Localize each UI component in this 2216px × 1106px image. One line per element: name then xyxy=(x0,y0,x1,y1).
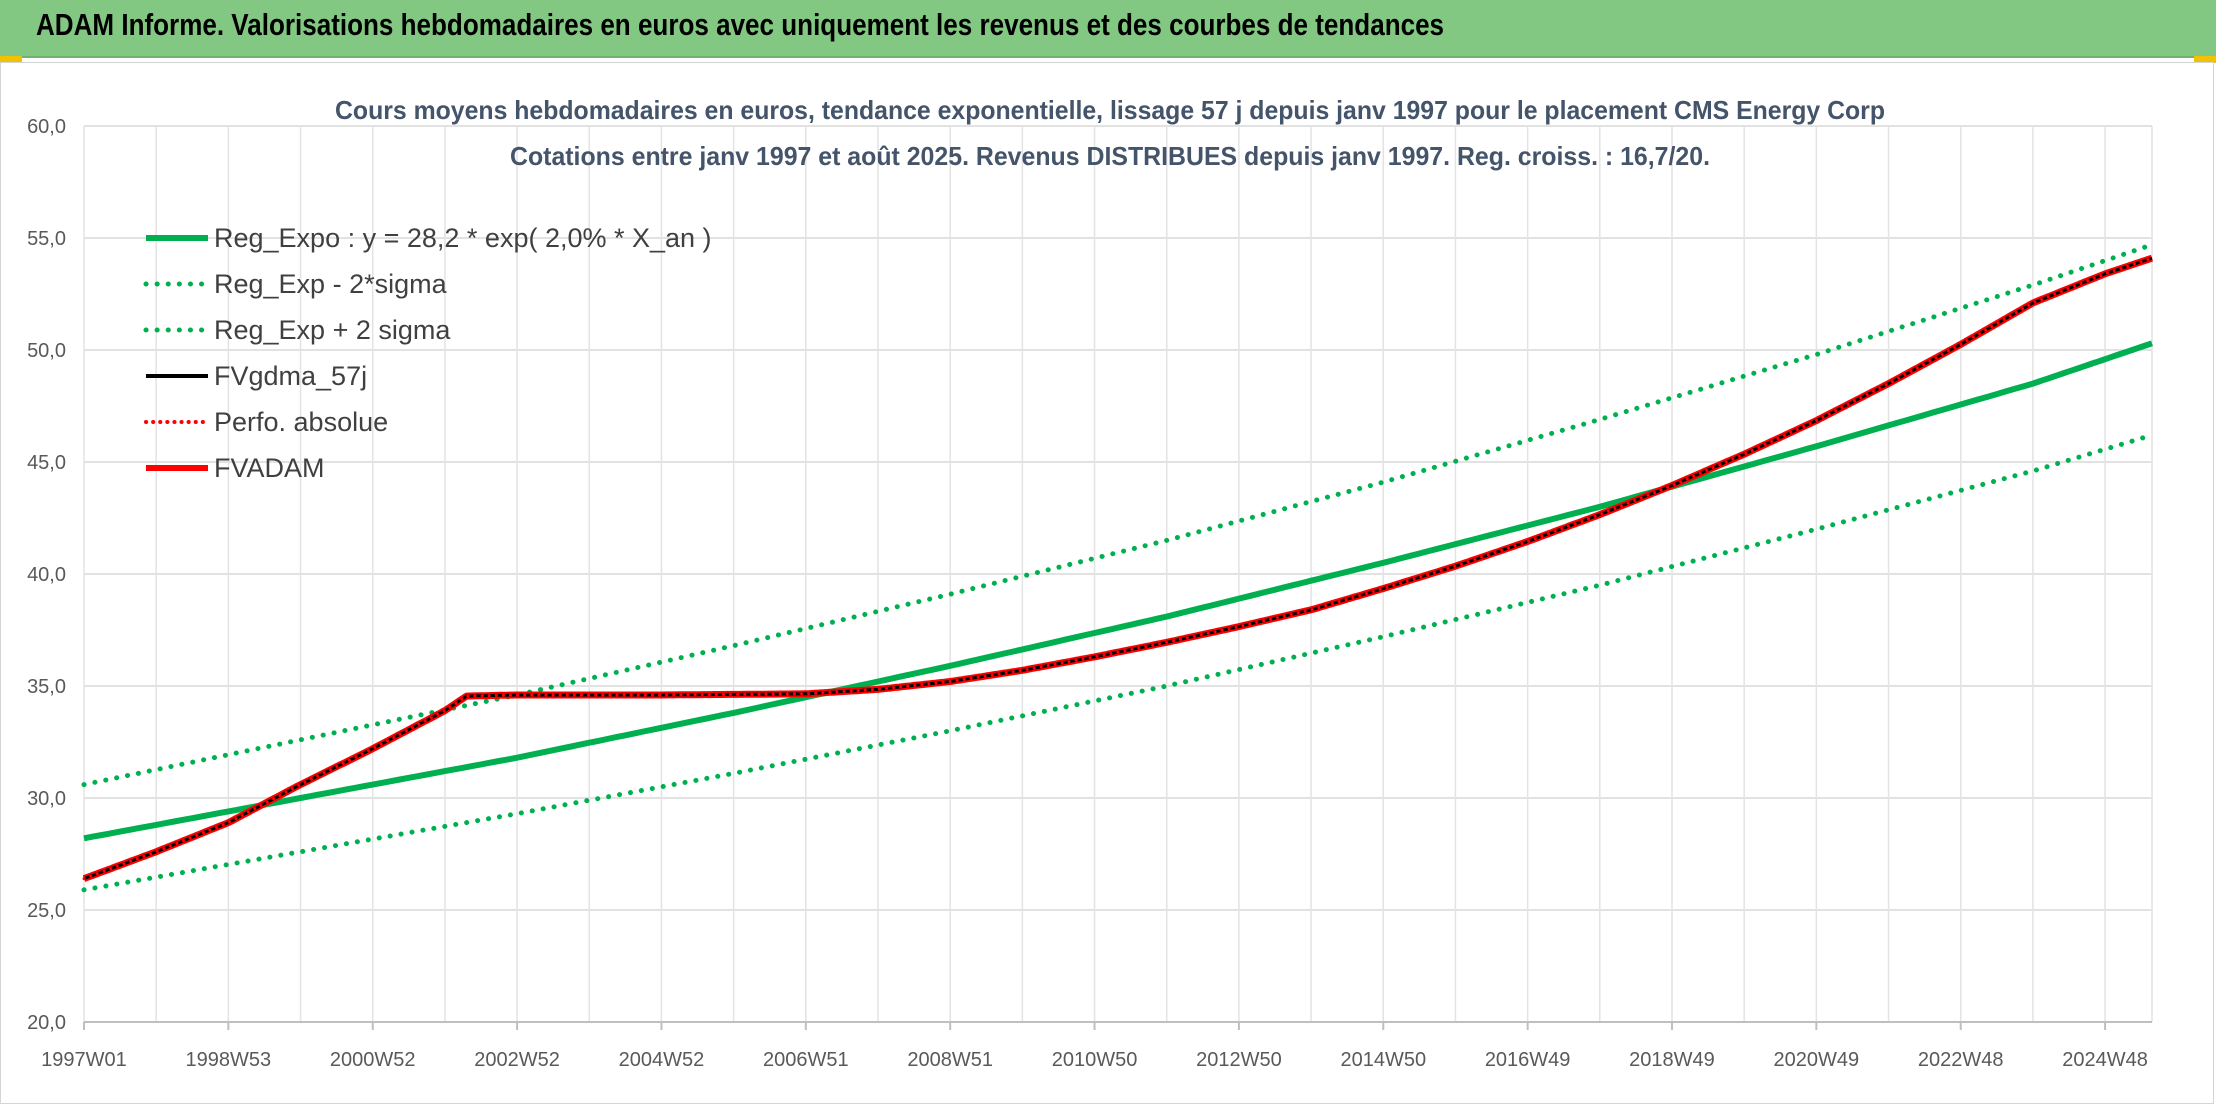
legend-label: Reg_Exp - 2*sigma xyxy=(214,269,448,299)
x-tick-label: 2006W51 xyxy=(763,1049,849,1071)
x-tick-label: 2012W50 xyxy=(1196,1049,1282,1071)
report-banner: ADAM Informe. Valorisations hebdomadaire… xyxy=(0,0,2216,58)
x-tick-label: 2020W49 xyxy=(1774,1049,1860,1071)
y-tick-label: 35,0 xyxy=(27,676,66,698)
legend-label: FVgdma_57j xyxy=(214,361,367,391)
x-tick-label: 2010W50 xyxy=(1052,1049,1138,1071)
y-tick-label: 40,0 xyxy=(27,564,66,586)
x-tick-labels: 1997W01 1998W53 2000W52 2002W52 2004W52 2006W… xyxy=(41,1022,2148,1071)
corner-marker-right xyxy=(2194,56,2216,63)
y-tick-label: 25,0 xyxy=(27,900,66,922)
x-tick-label: 2014W50 xyxy=(1340,1049,1426,1071)
x-tick-label: 2004W52 xyxy=(619,1049,705,1071)
x-tick-label: 2002W52 xyxy=(474,1049,560,1071)
y-tick-label: 30,0 xyxy=(27,788,66,810)
legend-label: Reg_Exp + 2 sigma xyxy=(214,315,451,345)
y-tick-label: 60,0 xyxy=(27,116,66,138)
y-tick-label: 50,0 xyxy=(27,340,66,362)
series-line-fvadam xyxy=(82,254,2154,882)
legend-label: Reg_Expo : y = 28,2 * exp( 2,0% * X_an ) xyxy=(214,223,712,253)
series-line-reg-expo-y-28-2-exp-2-0-x-an xyxy=(83,340,2153,842)
x-tick-label: 2008W51 xyxy=(907,1049,993,1071)
legend-label: FVADAM xyxy=(214,453,325,483)
series-line-perfo-absolue xyxy=(82,256,2154,881)
legend-label: Perfo. absolue xyxy=(214,407,388,437)
x-tick-label: 1997W01 xyxy=(41,1049,127,1071)
series-line-reg-exp-2-sigma xyxy=(81,432,2155,893)
x-tick-label: 2022W48 xyxy=(1918,1049,2004,1071)
series-line-fvgdma-57j xyxy=(83,256,2153,881)
x-tick-label: 2018W49 xyxy=(1629,1049,1715,1071)
chart-title: Cours moyens hebdomadaires en euros, ten… xyxy=(335,95,1885,125)
y-tick-label: 20,0 xyxy=(27,1012,66,1034)
chart-frame xyxy=(0,62,2214,1104)
x-tick-label: 2024W48 xyxy=(2062,1049,2148,1071)
y-tick-label: 45,0 xyxy=(27,452,66,474)
y-tick-labels: 20,0 25,0 30,0 35,0 40,0 45,0 50,0 55,0 60,0 xyxy=(27,116,66,1034)
x-tick-label: 2016W49 xyxy=(1485,1049,1571,1071)
x-tick-label: 1998W53 xyxy=(186,1049,272,1071)
gridlines xyxy=(83,125,2153,1023)
chart-subtitle: Cotations entre janv 1997 et août 2025. … xyxy=(510,141,1710,171)
x-tick-label: 2000W52 xyxy=(330,1049,416,1071)
y-tick-label: 55,0 xyxy=(27,228,66,250)
series-lines xyxy=(81,242,2155,893)
legend: Reg_Expo : y = 28,2 * exp( 2,0% * X_an )… xyxy=(143,223,712,483)
corner-marker-left xyxy=(0,56,22,63)
report-title: ADAM Informe. Valorisations hebdomadaire… xyxy=(36,7,1445,42)
